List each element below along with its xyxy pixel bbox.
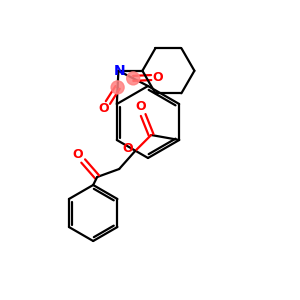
Text: O: O (73, 148, 83, 160)
Text: O: O (153, 71, 164, 84)
Circle shape (127, 72, 140, 85)
Circle shape (111, 81, 124, 94)
Text: O: O (99, 102, 110, 115)
Text: O: O (123, 142, 134, 155)
Text: O: O (136, 100, 146, 113)
Text: N: N (114, 64, 125, 78)
